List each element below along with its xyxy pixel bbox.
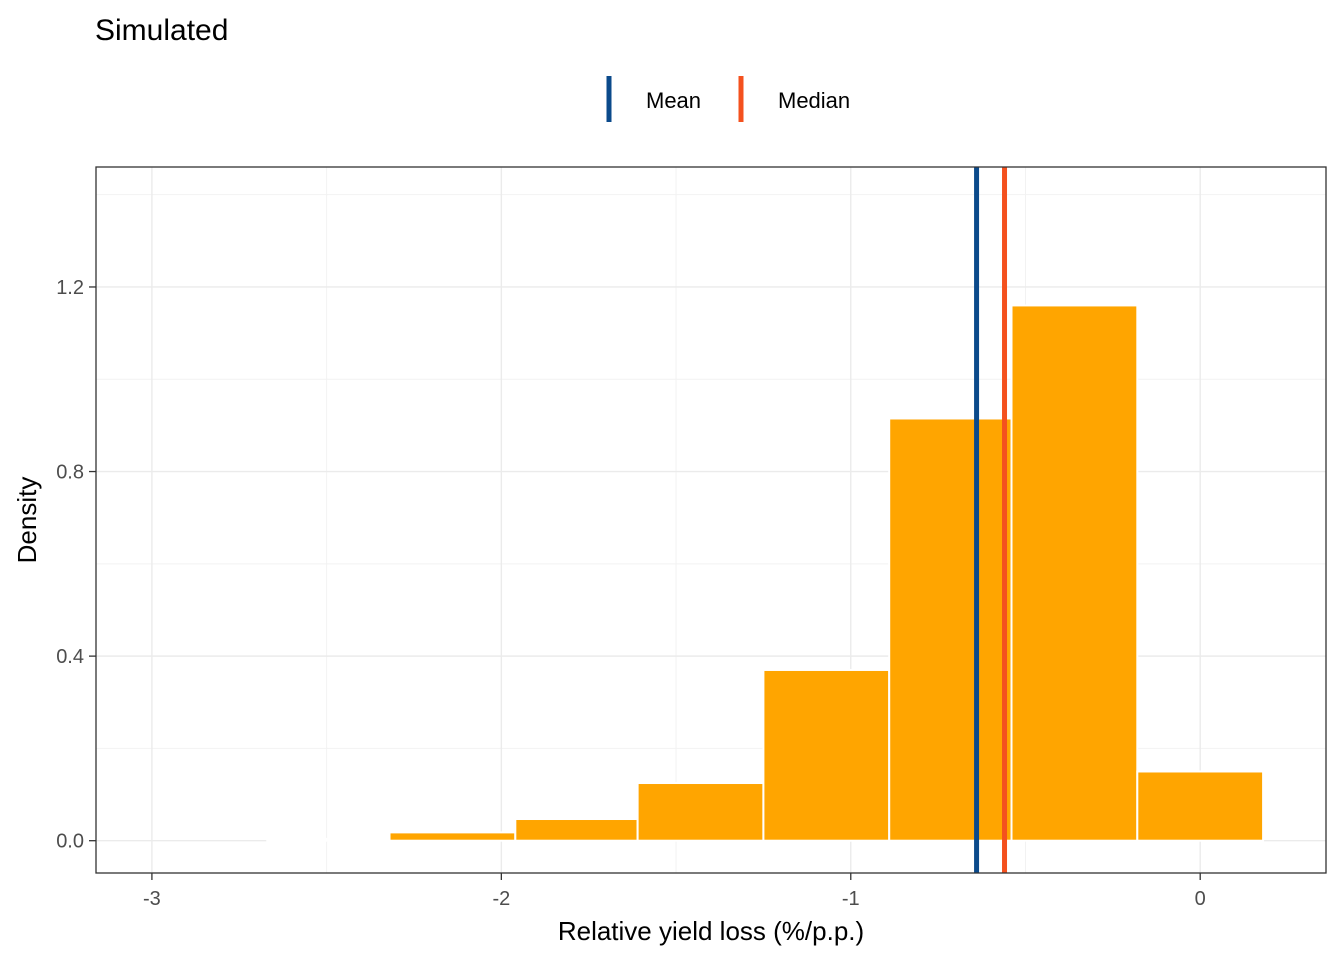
y-tick-label: 0.8 — [56, 462, 84, 484]
median-legend-label: Median — [778, 88, 850, 113]
y-axis: 0.0 0.4 0.8 1.2 — [56, 277, 96, 853]
x-tick-label: 0 — [1195, 888, 1206, 910]
histogram-bar — [762, 668, 891, 842]
chart-title: Simulated — [95, 14, 228, 47]
histogram-bar — [636, 782, 765, 842]
x-axis-title: Relative yield loss (%/p.p.) — [558, 916, 864, 946]
panel-border — [95, 166, 1327, 874]
histogram-bar — [514, 818, 639, 842]
x-axis: -3 -2 -1 0 — [143, 873, 1206, 910]
x-tick-label: -2 — [492, 888, 510, 910]
y-tick-label: 0.0 — [56, 831, 84, 853]
y-tick-label: 1.2 — [56, 277, 84, 299]
histogram-bar — [888, 417, 1013, 842]
grid-major — [96, 167, 1326, 873]
grid-minor — [96, 167, 1326, 873]
x-tick-label: -1 — [842, 888, 860, 910]
histogram-bar — [1136, 770, 1265, 842]
legend: Mean Median — [606, 76, 850, 122]
x-tick-label: -3 — [143, 888, 161, 910]
histogram-bars — [266, 304, 1265, 842]
histogram-bar — [266, 837, 391, 842]
y-tick-label: 0.4 — [56, 646, 84, 668]
reference-lines — [974, 167, 1008, 873]
histogram-bar — [388, 831, 517, 842]
histogram-bar — [1010, 304, 1139, 842]
y-axis-title: Density — [12, 477, 42, 564]
mean-legend-label: Mean — [646, 88, 701, 113]
